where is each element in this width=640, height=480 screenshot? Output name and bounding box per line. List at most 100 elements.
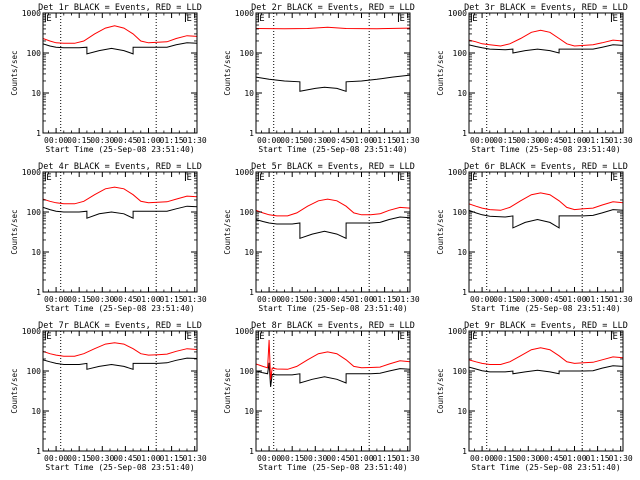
x-tick-label: 00:30	[516, 136, 540, 145]
x-tick-label: 01:00	[349, 295, 373, 304]
y-tick-label: 100	[27, 367, 42, 376]
y-axis-label: Counts/sec	[223, 50, 232, 95]
x-tick-label: 01:15	[586, 454, 610, 463]
event-marker-label: E	[399, 14, 404, 24]
series-lld-line	[469, 192, 623, 211]
x-tick-label: 01:30	[183, 295, 207, 304]
x-tick-label: 00:45	[113, 295, 137, 304]
event-marker-label: E	[259, 173, 264, 183]
chart-title: Det 9r BLACK = Events, RED = LLD	[464, 321, 628, 331]
plot-frame	[255, 330, 411, 452]
x-tick-label: 00:00	[44, 136, 68, 145]
y-tick-label: 1000	[448, 9, 467, 18]
chart-title: Det 8r BLACK = Events, RED = LLD	[251, 321, 415, 331]
x-tick-label: 01:15	[373, 136, 397, 145]
event-marker-label: E	[186, 14, 191, 24]
event-marker-label: E	[612, 14, 617, 24]
x-tick-label: 00:45	[539, 136, 563, 145]
x-tick-label: 00:30	[90, 136, 114, 145]
y-tick-label: 100	[240, 208, 255, 217]
x-tick-label: 00:15	[493, 136, 517, 145]
x-tick-label: 00:00	[470, 454, 494, 463]
x-tick-label: 00:45	[326, 295, 350, 304]
y-tick-label: 1	[462, 288, 467, 297]
y-axis-label: Counts/sec	[223, 368, 232, 413]
chart-title: Det 1r BLACK = Events, RED = LLD	[38, 3, 202, 13]
x-tick-label: 01:15	[373, 454, 397, 463]
series-lld-line	[43, 25, 197, 44]
x-tick-label: 00:15	[280, 136, 304, 145]
y-tick-label: 10	[457, 407, 467, 416]
y-tick-label: 100	[240, 367, 255, 376]
x-tick-label: 00:30	[90, 454, 114, 463]
x-tick-label: 00:00	[257, 454, 281, 463]
x-tick-label: 01:30	[183, 136, 207, 145]
event-marker-label: E	[612, 332, 617, 342]
x-tick-label: 01:30	[609, 454, 633, 463]
x-tick-label: 00:45	[539, 454, 563, 463]
y-axis-label: Counts/sec	[10, 209, 19, 254]
event-marker-label: E	[399, 332, 404, 342]
x-axis-label: Start Time (25-Sep-08 23:51:40)	[258, 304, 407, 313]
y-axis-label: Counts/sec	[436, 209, 445, 254]
series-lld-line	[469, 29, 623, 47]
y-tick-label: 1	[249, 447, 254, 456]
x-tick-label: 01:00	[136, 295, 160, 304]
series-events-line	[256, 362, 410, 387]
x-tick-label: 01:15	[586, 295, 610, 304]
x-tick-label: 01:30	[396, 454, 420, 463]
x-tick-label: 00:15	[280, 454, 304, 463]
y-axis-label: Counts/sec	[10, 368, 19, 413]
x-tick-label: 00:00	[44, 454, 68, 463]
x-tick-label: 01:15	[160, 454, 184, 463]
x-tick-label: 00:30	[303, 136, 327, 145]
y-tick-label: 10	[244, 407, 254, 416]
x-tick-label: 01:30	[183, 454, 207, 463]
series-events-line	[469, 209, 623, 229]
y-tick-label: 100	[27, 208, 42, 217]
y-axis-label: Counts/sec	[436, 368, 445, 413]
x-tick-label: 00:15	[280, 295, 304, 304]
x-tick-label: 01:30	[609, 295, 633, 304]
plot-frame	[255, 12, 411, 134]
x-tick-label: 00:00	[470, 136, 494, 145]
x-tick-label: 00:15	[493, 454, 517, 463]
x-tick-label: 01:00	[349, 454, 373, 463]
x-tick-label: 00:45	[539, 295, 563, 304]
series-events-line	[43, 42, 197, 55]
x-tick-label: 00:15	[67, 136, 91, 145]
event-marker-label: E	[46, 332, 51, 342]
chart-title: Det 7r BLACK = Events, RED = LLD	[38, 321, 202, 331]
plot-frame	[42, 12, 198, 134]
series-events-line	[43, 357, 197, 370]
x-tick-label: 00:45	[326, 454, 350, 463]
y-tick-label: 1	[36, 129, 41, 138]
x-axis-label: Start Time (25-Sep-08 23:51:40)	[471, 463, 620, 472]
y-tick-label: 10	[457, 89, 467, 98]
y-tick-label: 1000	[235, 9, 254, 18]
y-tick-label: 1	[249, 288, 254, 297]
series-lld-line	[256, 339, 410, 380]
x-axis-label: Start Time (25-Sep-08 23:51:40)	[258, 463, 407, 472]
event-marker-label: E	[472, 332, 477, 342]
series-events-line	[469, 44, 623, 54]
series-events-line	[469, 365, 623, 375]
x-tick-label: 00:00	[44, 295, 68, 304]
series-events-line	[43, 205, 197, 219]
x-tick-label: 00:45	[326, 136, 350, 145]
x-tick-label: 01:15	[160, 295, 184, 304]
y-tick-label: 100	[27, 49, 42, 58]
x-tick-label: 01:30	[396, 136, 420, 145]
chart-title: Det 2r BLACK = Events, RED = LLD	[251, 3, 415, 13]
event-marker-label: E	[259, 14, 264, 24]
y-tick-label: 1000	[235, 168, 254, 177]
event-marker-label: E	[472, 14, 477, 24]
x-axis-label: Start Time (25-Sep-08 23:51:40)	[258, 145, 407, 154]
y-tick-label: 10	[244, 89, 254, 98]
